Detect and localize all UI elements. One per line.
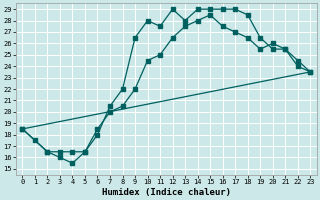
X-axis label: Humidex (Indice chaleur): Humidex (Indice chaleur) — [102, 188, 231, 197]
